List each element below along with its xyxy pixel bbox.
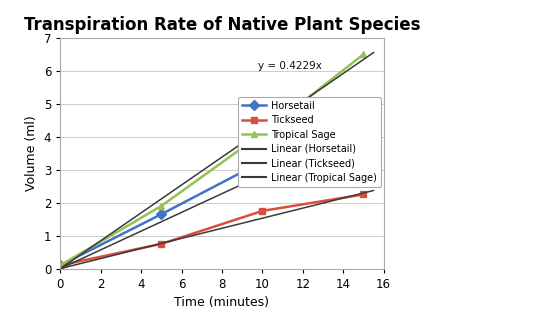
Line: Tropical Sage: Tropical Sage (57, 51, 367, 269)
Tropical Sage (259, 131, 266, 135)
Tickseed (259, 209, 266, 213)
Tropical Sage (57, 264, 64, 267)
Tickseed (360, 192, 367, 196)
Y-axis label: Volume (ml): Volume (ml) (25, 115, 38, 191)
Horsetail (158, 212, 164, 216)
Tickseed (158, 242, 164, 246)
Tickseed (57, 264, 64, 267)
Tropical Sage (158, 204, 164, 208)
Text: y = 0.2843x: y = 0.2843x (258, 117, 322, 127)
Line: Horsetail: Horsetail (57, 132, 367, 269)
Legend: Horsetail, Tickseed, Tropical Sage, Linear (Horsetail), Linear (Tickseed), Linea: Horsetail, Tickseed, Tropical Sage, Line… (238, 97, 381, 186)
Horsetail (360, 133, 367, 137)
Tropical Sage (360, 52, 367, 56)
Horsetail (57, 264, 64, 267)
Line: Tickseed: Tickseed (57, 191, 367, 269)
X-axis label: Time (minutes): Time (minutes) (174, 296, 270, 309)
Title: Transpiration Rate of Native Plant Species: Transpiration Rate of Native Plant Speci… (24, 15, 420, 33)
Horsetail (259, 160, 266, 163)
Text: y = 0.4229x: y = 0.4229x (258, 61, 322, 71)
Text: y = 0.1529x: y = 0.1529x (258, 171, 322, 181)
